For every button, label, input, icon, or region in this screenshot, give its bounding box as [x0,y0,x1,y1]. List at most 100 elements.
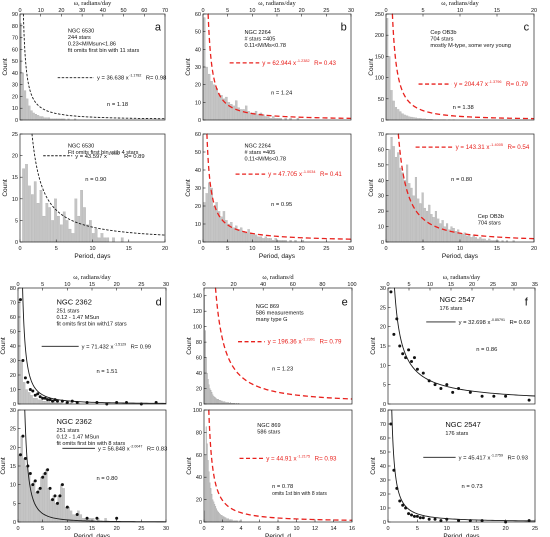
bar [82,518,85,523]
bar [41,116,44,121]
bar [30,395,33,405]
bar [388,56,391,121]
bar [48,207,52,243]
bar [249,232,253,243]
y-tick-label: 10 [10,388,16,394]
top-tick-label: 10 [64,282,70,288]
bar [479,237,482,243]
bar [461,234,464,243]
bar [481,238,484,243]
bar [235,225,238,243]
bar [89,220,92,243]
bar [242,109,245,121]
annotation-text: 0.23<M/Msun<1.86 [68,42,116,48]
bar [42,215,46,243]
data-point [53,398,57,402]
data-point [48,486,52,490]
data-point [95,401,99,405]
bar [32,112,35,121]
x-tick-label: 20 [162,246,168,252]
x-tick-label: 30 [348,246,354,252]
y-tick-label: 20 [10,445,16,451]
plot-background [388,410,535,522]
equation-exponent: -1.2382 [297,59,310,63]
bar [31,194,34,243]
bar [392,146,395,243]
y-tick-label: 25 [12,132,18,138]
annotation-text: Fit omits first bin with 4 stars [68,150,139,156]
annotation-text: NGC 2264 [244,144,270,150]
bar [204,330,206,405]
bar [28,105,31,121]
y-tick-label: 200 [375,33,384,39]
equation-text: y = 43.597 x [75,154,107,160]
y-tick-label: 60 [195,132,201,138]
data-point [48,398,52,402]
bar [37,399,41,405]
bar [274,238,277,243]
data-point [33,479,37,483]
bar [206,372,208,405]
plot-background [388,288,535,404]
data-point [439,519,443,523]
bar [247,229,250,243]
bar [212,394,214,405]
bar [412,117,415,121]
top-tick-label: 0 [384,8,387,14]
bar [465,235,469,243]
bar [259,236,263,243]
y-tick-label: 70 [380,422,386,428]
data-point [55,399,59,403]
bar [392,100,395,121]
bar [267,238,270,243]
y-axis-label: Count [368,58,375,76]
bar [410,116,413,121]
y-tick-label: 100 [193,325,202,331]
bar [216,510,218,523]
bar [210,488,212,523]
data-point [433,383,437,387]
r-value-text: R= 0.79 [506,81,528,88]
bar [417,198,420,243]
data-point [415,514,419,518]
bar [25,465,28,523]
y-tick-label: 70 [10,301,16,307]
bar [394,157,398,243]
n-value-text: n = 0.78 [272,484,293,490]
bar [262,238,265,243]
annotation-text: NGC 2547 [445,420,480,429]
x-axis-label: Period, days [259,253,296,260]
bar [264,236,268,243]
top-tick-label: 5 [41,282,44,288]
r-value-text: R= 0.83 [147,446,167,452]
y-tick-label: 60 [380,436,386,442]
bar [401,172,404,243]
data-point [65,401,69,405]
y-axis-label: Count [185,58,192,76]
bar [62,211,66,243]
bar [211,493,213,523]
x-tick-label: 0 [202,526,205,532]
x-axis-label: Period, days [442,253,479,260]
equation-exponent: -2.0047 [130,444,142,448]
bar [54,198,57,243]
equation-exponent: -1.0034 [303,170,317,174]
bar [120,237,124,243]
equation-text: y = 36.638 x [97,76,129,82]
n-value-text: n = 1.24 [271,90,293,96]
data-point [46,468,50,472]
annotation-text: fit omits first bin with 8 stars [56,441,125,447]
bar [390,90,393,121]
data-points [18,434,119,520]
data-point [31,483,35,487]
bar [212,205,216,243]
bar [237,107,240,121]
r-value-text: R= 0.43 [314,60,336,67]
bar [441,220,444,243]
n-value-text: n = 0.90 [85,177,106,183]
y-tick-label: 80 [196,430,202,436]
y-tick-label: 25 [10,427,16,433]
bar [432,217,435,243]
bar [218,400,220,405]
